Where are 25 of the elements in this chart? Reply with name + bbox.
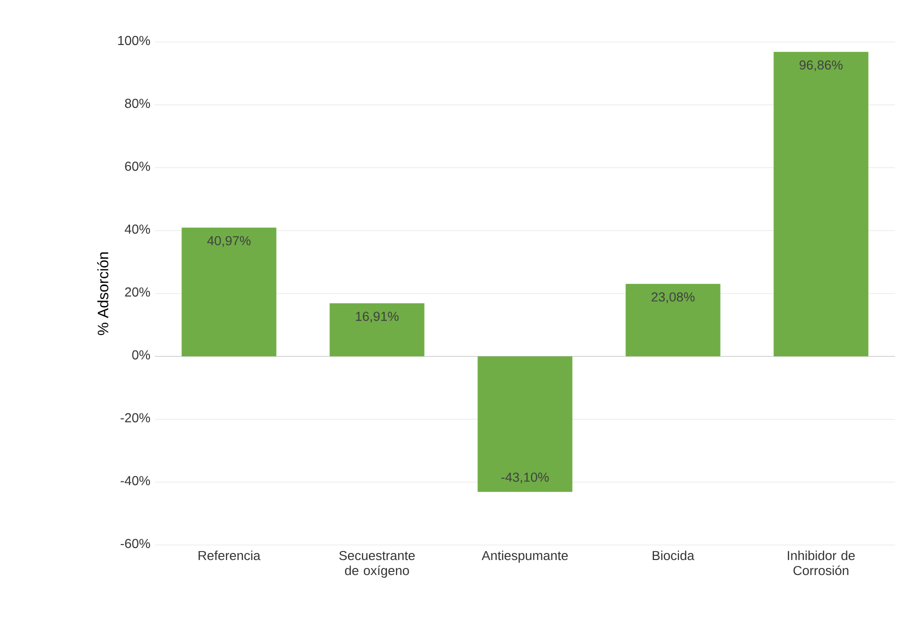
x-tick-label: Secuestrante de oxígeno (339, 550, 415, 578)
data-label: -43,10% (501, 472, 549, 484)
bar (330, 303, 424, 356)
bar (182, 228, 276, 356)
bar (774, 52, 868, 356)
y-tick-label: 80% (125, 98, 150, 108)
x-tick-label: Inhibidor de Corrosión (788, 550, 855, 576)
x-tick-label: Referencia (198, 550, 260, 560)
data-label: 40,97% (207, 236, 251, 247)
data-label: 23,08% (652, 292, 695, 304)
x-tick-label: Biocida (652, 550, 694, 560)
y-tick-label: 20% (125, 287, 150, 297)
bar (478, 356, 572, 492)
y-tick-label: -20% (120, 413, 150, 422)
bar (626, 284, 720, 356)
y-tick-label: 40% (124, 224, 150, 234)
y-axis-title: % Adsorción (97, 252, 108, 336)
y-tick-label: 0% (132, 350, 150, 360)
y-tick-label: -40% (120, 476, 150, 486)
y-tick-label: 100% (118, 36, 150, 46)
y-tick-label: 60% (125, 162, 150, 171)
y-tick-label: -60% (120, 538, 150, 548)
data-label: 16,91% (356, 312, 399, 322)
data-label: 96,86% (800, 60, 843, 72)
x-tick-label: Antiespumante (482, 550, 568, 563)
